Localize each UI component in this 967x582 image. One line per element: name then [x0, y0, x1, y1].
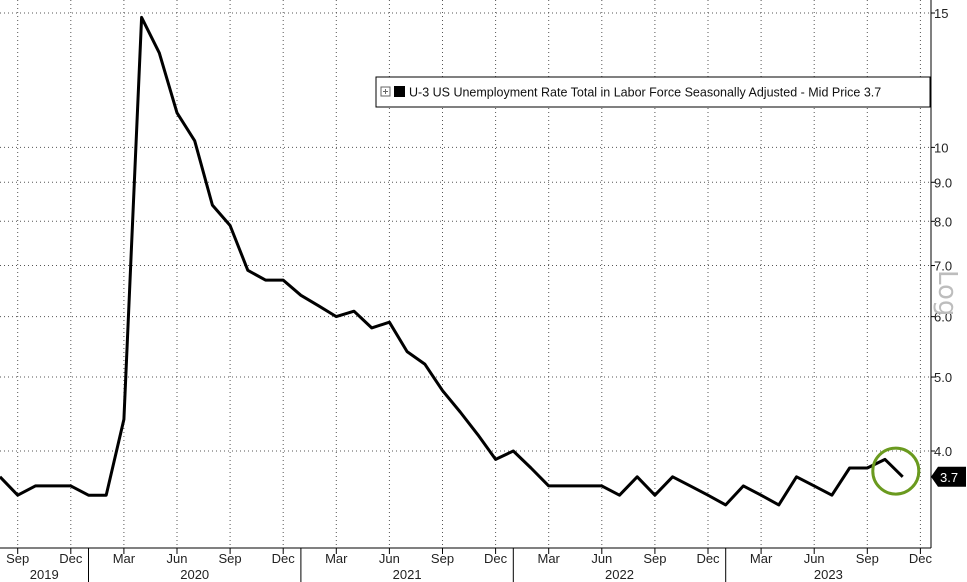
x-year-label: 2019 — [30, 567, 59, 582]
x-tick-label: Sep — [219, 551, 242, 566]
x-tick-label: Mar — [325, 551, 348, 566]
last-value-badge: 3.7 — [931, 466, 966, 487]
log-scale-label: Log — [932, 270, 962, 316]
y-tick-label: 15 — [934, 6, 948, 21]
highlight-circle — [871, 446, 921, 496]
y-tick-label: 5.0 — [934, 370, 952, 385]
x-tick-label: Mar — [750, 551, 773, 566]
x-tick-label: Mar — [538, 551, 561, 566]
x-year-label: 2020 — [180, 567, 209, 582]
last-value-badge-shape — [931, 466, 966, 487]
y-tick-label: 10 — [934, 140, 948, 155]
x-ticks: Sep Dec Mar Jun Sep Dec Mar Jun Sep Dec Mar Jun Sep D… — [6, 548, 932, 582]
x-tick-label: Sep — [431, 551, 454, 566]
y-tick-label: 6.0 — [934, 310, 952, 325]
x-year-label: 2021 — [393, 567, 422, 582]
legend-swatch — [394, 86, 405, 97]
grid — [0, 0, 931, 548]
x-tick-label: Dec — [272, 551, 296, 566]
x-year-label: 2022 — [605, 567, 634, 582]
x-tick-label: Mar — [113, 551, 136, 566]
x-tick-label: Dec — [59, 551, 83, 566]
series-group — [0, 15, 904, 507]
x-tick-label: Jun — [167, 551, 188, 566]
y-ticks: 4.0 5.0 6.0 7.0 8.0 9.0 10 15 — [931, 6, 952, 459]
x-tick-label: Dec — [909, 551, 933, 566]
x-tick-label: Sep — [856, 551, 879, 566]
x-tick-label: Dec — [696, 551, 720, 566]
y-tick-label: 8.0 — [934, 214, 952, 229]
series-line — [0, 15, 904, 507]
x-tick-label: Jun — [804, 551, 825, 566]
legend: U-3 US Unemployment Rate Total in Labor … — [375, 76, 931, 108]
x-year-label: 2023 — [814, 567, 843, 582]
x-tick-label: Sep — [6, 551, 29, 566]
legend-box — [375, 76, 931, 108]
y-tick-label: 7.0 — [934, 259, 952, 274]
x-tick-label: Jun — [591, 551, 612, 566]
axes — [0, 0, 932, 549]
x-tick-label: Sep — [643, 551, 666, 566]
x-tick-label: Jun — [379, 551, 400, 566]
y-tick-label: 9.0 — [934, 175, 952, 190]
last-value-text: 3.7 — [940, 470, 958, 485]
legend-label: U-3 US Unemployment Rate Total in Labor … — [409, 86, 881, 100]
x-tick-label: Dec — [484, 551, 508, 566]
y-tick-label: 4.0 — [934, 444, 952, 459]
